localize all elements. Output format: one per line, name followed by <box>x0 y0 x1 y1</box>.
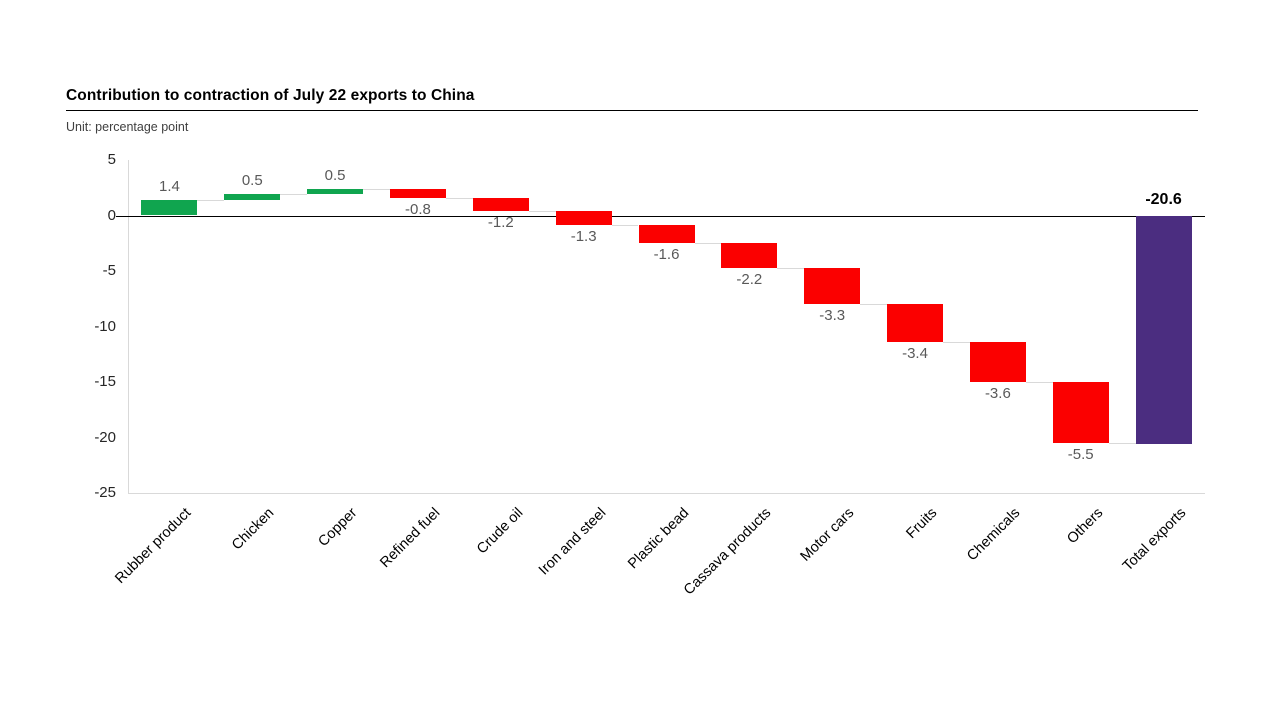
bar <box>555 211 612 226</box>
value-label: -3.3 <box>819 307 846 325</box>
connector-line <box>611 225 639 227</box>
bar <box>969 342 1026 382</box>
bar <box>638 225 695 244</box>
connector-line <box>363 188 390 190</box>
bar <box>141 199 198 216</box>
chart-title: Contribution to contraction of July 22 e… <box>66 87 475 104</box>
value-label: -0.8 <box>405 200 431 218</box>
value-label: -5.5 <box>1067 446 1094 464</box>
value-label: -3.4 <box>902 345 928 363</box>
value-label: 0.5 <box>241 172 263 190</box>
unit-label: Unit: percentage point <box>66 120 189 134</box>
y-tick-label: -5 <box>102 262 116 279</box>
connector-line <box>1108 443 1136 445</box>
bar <box>721 243 778 268</box>
value-label: -1.6 <box>653 246 680 264</box>
bar <box>1052 382 1109 444</box>
bar <box>472 197 529 212</box>
y-axis-line <box>128 160 129 493</box>
y-tick-label: 5 <box>107 151 116 168</box>
value-label: 1.4 <box>158 177 180 195</box>
bar <box>307 188 364 195</box>
bar <box>804 267 861 305</box>
y-tick-label: -20 <box>94 428 116 446</box>
plot-bottom-line <box>128 493 1205 494</box>
y-tick-label: -25 <box>94 484 116 501</box>
connector-line <box>528 211 556 213</box>
value-label: -3.6 <box>984 385 1011 402</box>
connector-line <box>1025 382 1053 383</box>
connector-line <box>445 197 473 199</box>
value-label: -1.3 <box>570 228 597 246</box>
connector-line <box>694 243 722 245</box>
value-label: -2.2 <box>736 270 763 288</box>
connector-line <box>280 194 308 196</box>
connector-line <box>197 199 225 201</box>
connector-line <box>777 267 805 269</box>
zero-axis-line <box>116 215 1205 217</box>
title-underline <box>66 110 1198 111</box>
bar <box>887 304 944 343</box>
y-tick-label: 0 <box>107 206 116 224</box>
value-label: 0.5 <box>324 166 346 184</box>
bar <box>224 194 281 200</box>
connector-line <box>943 342 970 344</box>
total-bar <box>1135 215 1192 445</box>
y-tick-label: -15 <box>94 373 116 390</box>
bar <box>389 188 446 198</box>
connector-line <box>860 304 888 306</box>
value-label: -20.6 <box>1145 190 1182 208</box>
value-label: -1.2 <box>487 214 514 232</box>
y-tick-label: -10 <box>94 317 116 335</box>
